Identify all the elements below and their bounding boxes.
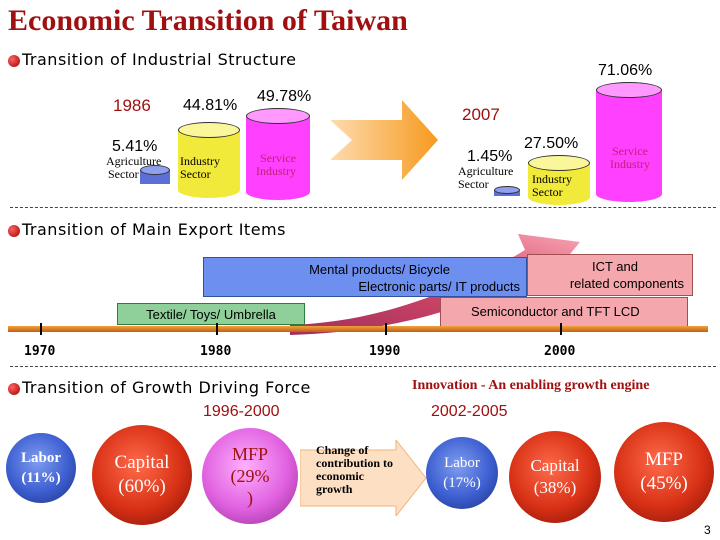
growth-heading: Transition of Growth Driving Force <box>22 378 311 397</box>
industry-1986-value: 44.81% <box>183 97 238 114</box>
industry-label-1986: Industry Sector <box>180 154 220 181</box>
divider <box>10 207 716 208</box>
timeline-year: 2000 <box>544 344 576 359</box>
timeline-year: 1970 <box>24 344 56 359</box>
agriculture-1986-value: 5.41% <box>112 138 158 155</box>
capital-circle-2002: Capital (38%) <box>509 431 601 523</box>
industrial-heading: Transition of Industrial Structure <box>22 50 297 69</box>
labor-circle-2002: Labor (17%) <box>426 437 498 509</box>
mfp-circle-1996: MFP (29%) <box>202 428 298 524</box>
timeline-year: 1980 <box>200 344 232 359</box>
service-1986-value: 49.78% <box>257 88 312 105</box>
service-label-2007: Service Industry <box>610 144 650 171</box>
capital-circle-1996: Capital (60%) <box>92 425 192 525</box>
divider <box>10 366 716 367</box>
agriculture-2007-value: 1.45% <box>467 148 513 165</box>
bullet-icon <box>8 383 20 395</box>
curved-arrow-icon <box>290 234 580 335</box>
change-text: Change of contribution to economic growt… <box>316 443 394 496</box>
period-2002-2005: 2002-2005 <box>431 403 508 420</box>
page-title: Economic Transition of Taiwan <box>8 4 408 37</box>
bullet-icon <box>8 55 20 67</box>
service-label-1986: Service Industry <box>256 151 296 178</box>
agriculture-label-1986: Agriculture Sector <box>106 154 162 181</box>
industry-label-2007: Industry Sector <box>532 172 572 199</box>
labor-circle-1996: Labor (11%) <box>6 433 76 503</box>
export-box-semiconductor: Semiconductor and TFT LCD <box>440 297 688 327</box>
industry-2007-value: 27.50% <box>524 135 579 152</box>
export-box-textile: Textile/ Toys/ Umbrella <box>117 303 305 325</box>
period-1996-2000: 1996-2000 <box>203 403 280 420</box>
bullet-icon <box>8 225 20 237</box>
agriculture-label-2007: Agriculture Sector <box>458 164 514 191</box>
timeline-year: 1990 <box>369 344 401 359</box>
change-arrow-icon <box>300 440 427 516</box>
year-2007: 2007 <box>462 105 500 124</box>
service-2007-value: 71.06% <box>598 62 653 79</box>
arrow-right-icon <box>330 100 438 180</box>
mfp-circle-2002: MFP (45%) <box>614 422 714 522</box>
growth-subheading: Innovation - An enabling growth engine <box>412 378 650 393</box>
export-box-ict: ICT and related components <box>527 254 693 296</box>
exports-heading: Transition of Main Export Items <box>22 220 286 239</box>
year-1986: 1986 <box>113 96 151 115</box>
page-number: 3 <box>704 523 711 537</box>
timeline-bar <box>8 326 708 332</box>
export-box-electronics: Mental products/ Bicycle Electronic part… <box>203 257 527 297</box>
